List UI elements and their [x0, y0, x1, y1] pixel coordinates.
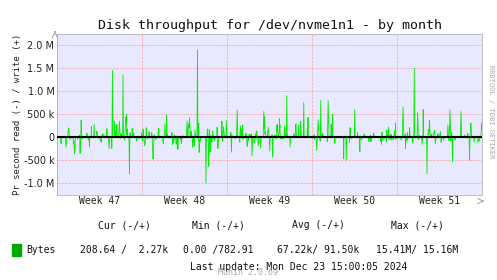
Text: 208.64 /  2.27k: 208.64 / 2.27k [80, 245, 168, 255]
Text: Max (-/+): Max (-/+) [391, 220, 444, 230]
Y-axis label: Pr second read (-) / write (+): Pr second read (-) / write (+) [13, 34, 22, 195]
Text: 67.22k/ 91.50k: 67.22k/ 91.50k [277, 245, 359, 255]
Text: Munin 2.0.69: Munin 2.0.69 [219, 268, 278, 277]
Text: Min (-/+): Min (-/+) [192, 220, 245, 230]
Text: Bytes: Bytes [26, 245, 55, 255]
Text: 0.00 /782.91: 0.00 /782.91 [183, 245, 254, 255]
Text: Cur (-/+): Cur (-/+) [98, 220, 151, 230]
Text: 15.41M/ 15.16M: 15.41M/ 15.16M [376, 245, 459, 255]
Text: Avg (-/+): Avg (-/+) [292, 220, 344, 230]
Text: RRDTOOL / TOBI OETIKER: RRDTOOL / TOBI OETIKER [488, 65, 494, 159]
Text: Last update: Mon Dec 23 15:00:05 2024: Last update: Mon Dec 23 15:00:05 2024 [189, 262, 407, 272]
Title: Disk throughput for /dev/nvme1n1 - by month: Disk throughput for /dev/nvme1n1 - by mo… [97, 19, 442, 32]
